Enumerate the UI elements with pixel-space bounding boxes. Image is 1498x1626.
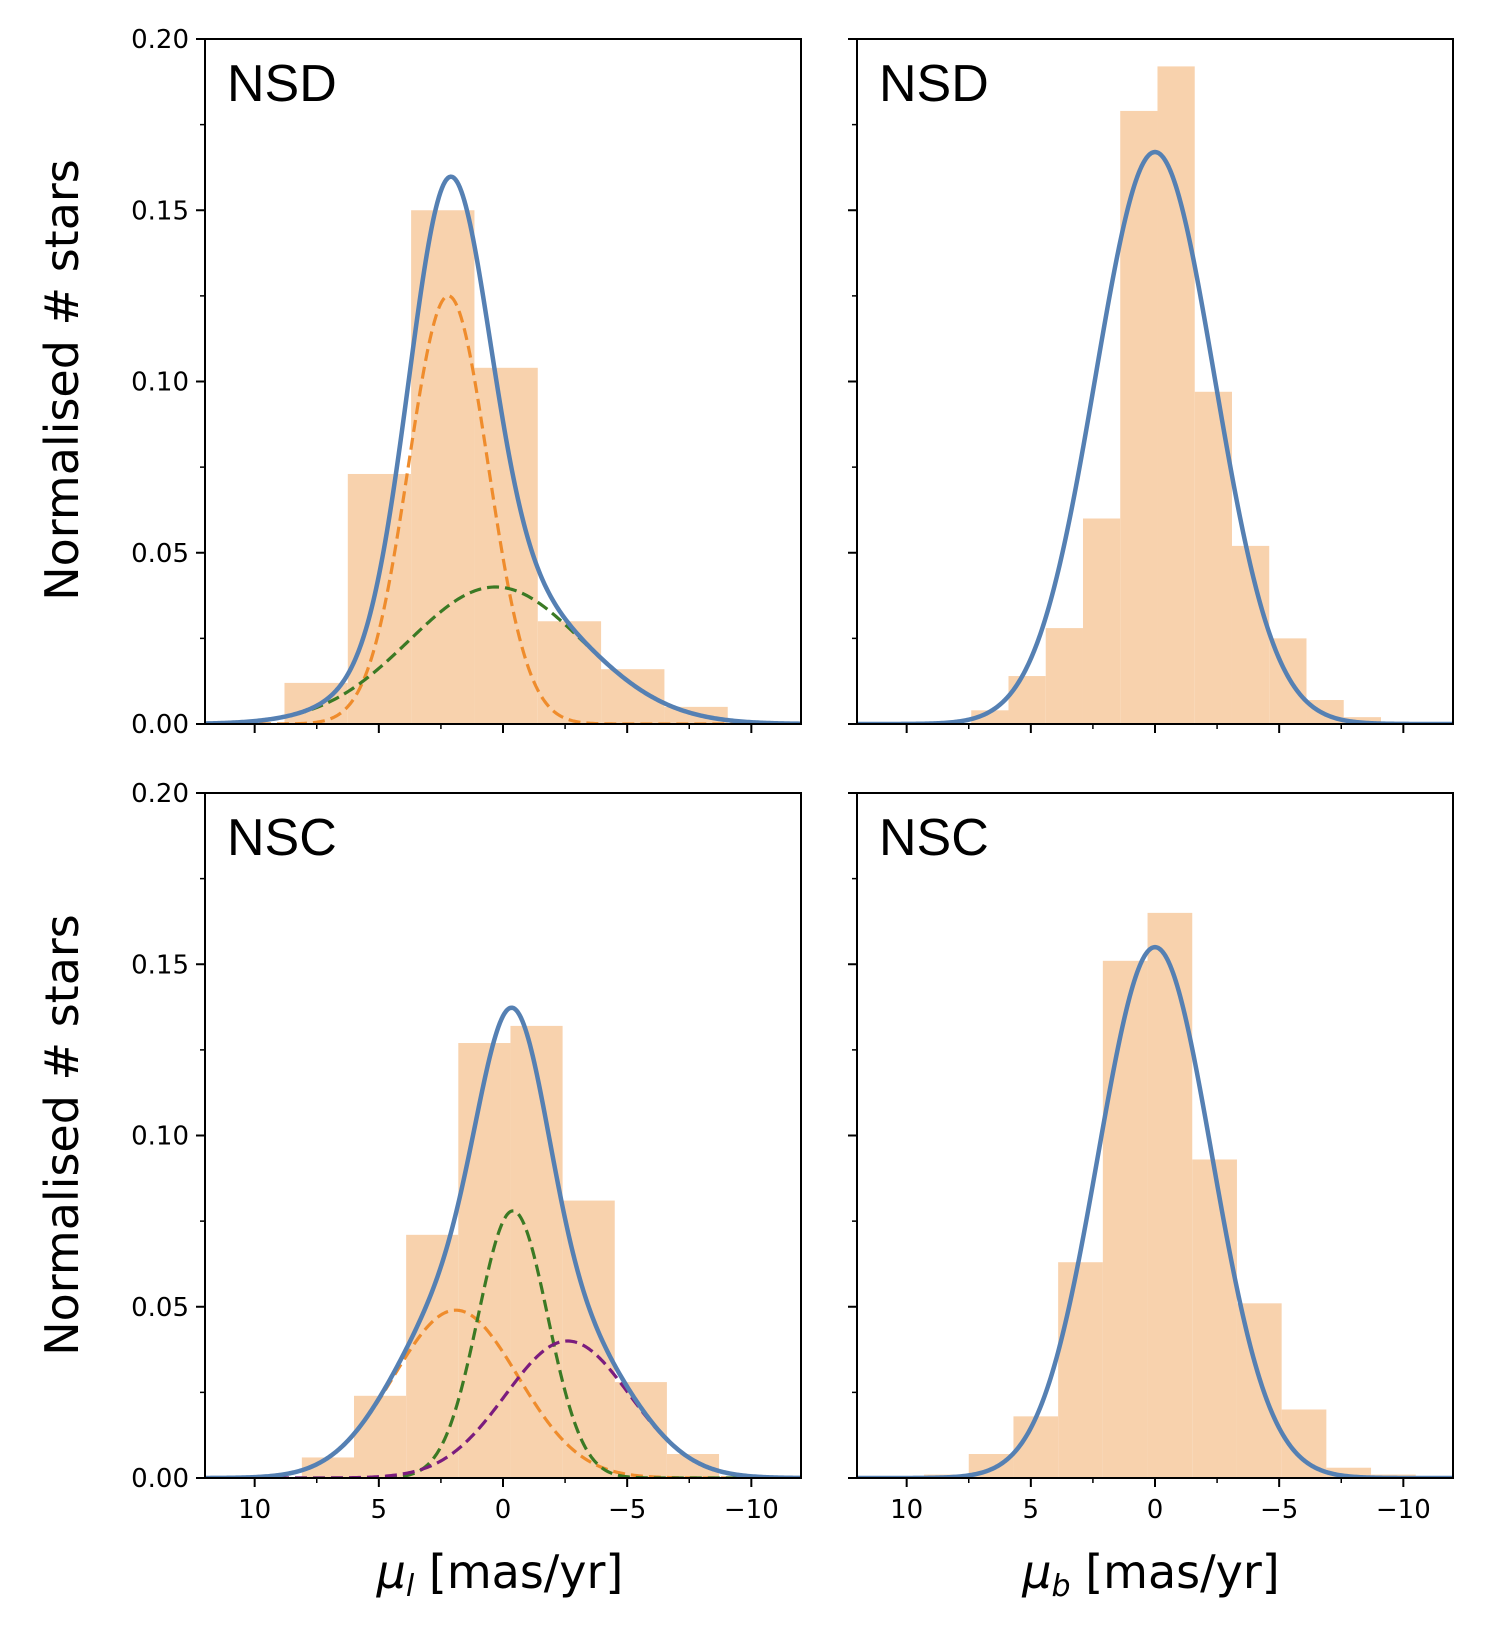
- histogram-bar: [510, 1025, 563, 1478]
- plot-area: [857, 912, 1453, 1478]
- histogram-bar: [1192, 1159, 1237, 1478]
- histogram-bar: [1082, 518, 1121, 724]
- panel-nsd-mub: NSD: [848, 38, 1454, 733]
- histogram-bar: [406, 1234, 459, 1478]
- ylabel-top: Normalised # stars: [35, 159, 89, 601]
- x-tick-label: −5: [1260, 1495, 1298, 1525]
- histogram-bar: [1008, 676, 1046, 724]
- x-tick-label: −5: [608, 1495, 646, 1525]
- panel-title: NSD: [879, 55, 989, 113]
- x-tick-label: 10: [890, 1495, 923, 1525]
- histogram-bar: [1157, 66, 1195, 724]
- plot-area: [857, 66, 1453, 724]
- x-tick-label: 0: [1147, 1495, 1164, 1525]
- panel-nsc-mul: 0.00 0.05 0.10 0.15 0.20 10 5 0 −5 −10 NSC: [131, 779, 802, 1525]
- y-tick-label: 0.15: [131, 196, 189, 226]
- panel-title: NSC: [227, 809, 337, 867]
- y-tick-label: 0.00: [131, 710, 189, 740]
- xlabel-right-symbol: μ: [1021, 1545, 1051, 1599]
- y-tick-label: 0.00: [131, 1464, 189, 1494]
- y-tick-label: 0.05: [131, 1293, 189, 1323]
- histogram-bar: [1102, 960, 1148, 1478]
- total-fit-curve: [857, 149, 1453, 724]
- x-tick-label: 5: [1023, 1495, 1040, 1525]
- xlabel-left-symbol: μ: [376, 1545, 406, 1599]
- x-tick-label: 5: [371, 1495, 388, 1525]
- plot-area: [205, 174, 801, 724]
- y-tick-label: 0.10: [131, 1122, 189, 1152]
- panel-nsd-mul: 0.00 0.05 0.10 0.15 0.20 NSD: [131, 25, 802, 740]
- y-tick-label: 0.10: [131, 368, 189, 398]
- y-tick-label: 0.05: [131, 539, 189, 569]
- histogram-bar: [1147, 912, 1193, 1478]
- total-fit-curve: [857, 944, 1453, 1478]
- xlabel-right-unit: [mas/yr]: [1071, 1545, 1280, 1599]
- histogram-bar: [1045, 628, 1083, 724]
- histogram-bar: [1236, 1303, 1282, 1478]
- xlabel-left-unit: [mas/yr]: [414, 1545, 623, 1599]
- y-tick-label: 0.15: [131, 950, 189, 980]
- plot-area: [205, 1005, 801, 1478]
- histogram-bar: [537, 621, 602, 724]
- total-fit-curve: [205, 1005, 801, 1478]
- panel-title: NSC: [879, 809, 989, 867]
- histogram-bar: [458, 1043, 511, 1478]
- histogram-bar: [1326, 1467, 1372, 1478]
- x-tick-label: −10: [1376, 1495, 1431, 1525]
- histogram-bar: [1120, 110, 1158, 724]
- xlabel-right-subscript: b: [1052, 1569, 1071, 1604]
- panel-nsc-mub: 10 5 0 −5 −10 NSC: [848, 792, 1454, 1525]
- x-tick-label: 10: [238, 1495, 271, 1525]
- panel-title: NSD: [227, 55, 337, 113]
- histogram-bar: [354, 1395, 407, 1478]
- histogram-bar: [301, 1457, 354, 1478]
- xlabel-left: μl [mas/yr]: [376, 1545, 624, 1604]
- x-tick-label: −10: [724, 1495, 779, 1525]
- histogram-bar: [1058, 1262, 1103, 1478]
- xlabel-left-subscript: l: [406, 1569, 415, 1604]
- y-tick-label: 0.20: [131, 25, 189, 55]
- xlabel-right: μb [mas/yr]: [1021, 1545, 1279, 1604]
- total-fit-curve: [205, 174, 801, 724]
- ylabel-bottom: Normalised # stars: [35, 914, 89, 1356]
- y-tick-label: 0.20: [131, 779, 189, 809]
- histogram-bar: [666, 1454, 720, 1478]
- x-tick-label: 0: [495, 1495, 512, 1525]
